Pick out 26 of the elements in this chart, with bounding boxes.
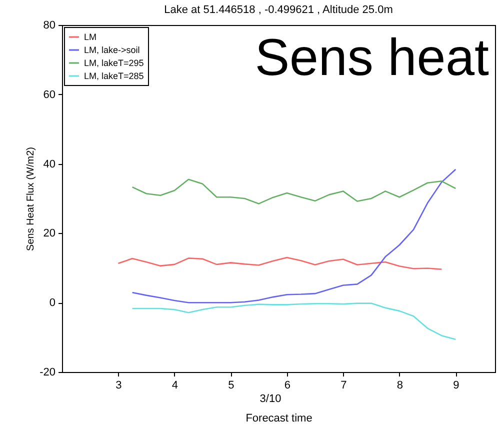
- line-series: [118, 256, 442, 270]
- legend-label: LM, lakeT=285: [84, 71, 144, 81]
- x-tick-label: 8: [396, 380, 403, 392]
- y-tick-label: 60: [43, 88, 56, 101]
- y-tick-label: 0: [49, 297, 56, 310]
- annotation: Sens heat: [254, 29, 490, 87]
- y-tick-label: 40: [43, 158, 56, 170]
- legend-label: LM, lakeT=295: [84, 58, 144, 68]
- x-tick-label: 4: [172, 380, 178, 392]
- x-tick-label: 7: [340, 380, 347, 392]
- x-tick-label: 6: [284, 380, 290, 392]
- legend-label: LM, lake->soil: [84, 45, 140, 55]
- line-series: [132, 168, 456, 304]
- x-tick-label: 5: [228, 380, 234, 392]
- legend-label: LM: [84, 32, 97, 42]
- y-axis-title: Sens Heat Flux (W/m2): [26, 147, 37, 251]
- line-series: [132, 178, 456, 204]
- x-tick-label: 3: [116, 380, 122, 392]
- x-axis-title: Forecast time: [246, 412, 312, 424]
- text: 3/10: [260, 393, 282, 405]
- x-tick-label: 9: [453, 380, 460, 392]
- y-tick-label: 80: [43, 20, 56, 32]
- y-tick-label: 20: [43, 228, 56, 240]
- line-series: [132, 302, 456, 340]
- chart-title: Lake at 51.446518 , -0.499621 , Altitude 25.0m: [164, 4, 393, 16]
- y-tick-label: -20: [40, 366, 56, 378]
